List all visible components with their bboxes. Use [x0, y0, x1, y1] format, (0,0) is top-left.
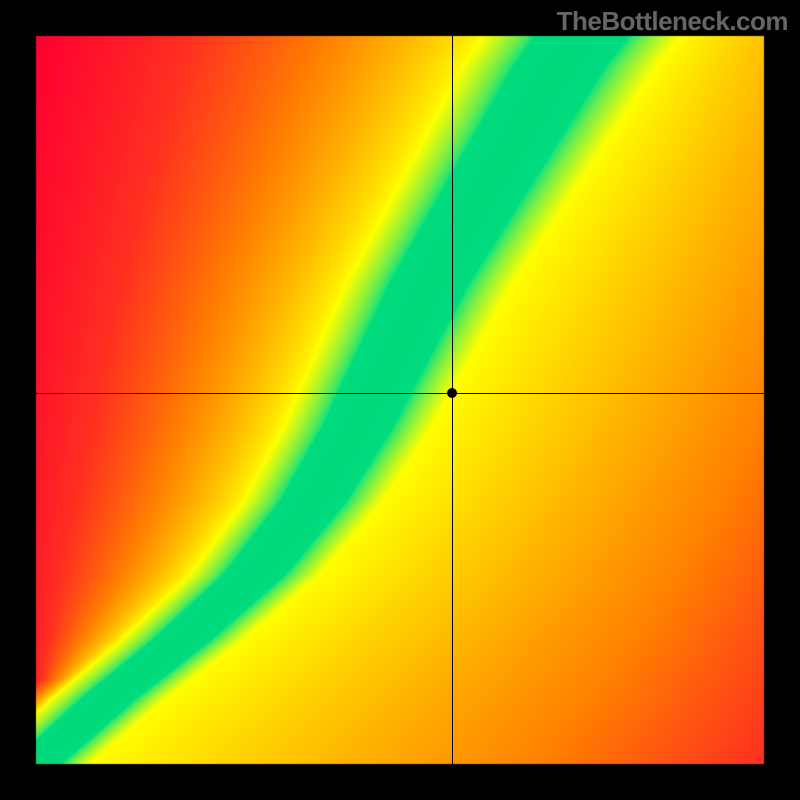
- crosshair-vertical: [452, 36, 453, 764]
- bottleneck-heatmap: [0, 0, 800, 800]
- watermark-text: TheBottleneck.com: [557, 6, 788, 37]
- crosshair-horizontal: [36, 393, 764, 394]
- crosshair-marker: [447, 388, 457, 398]
